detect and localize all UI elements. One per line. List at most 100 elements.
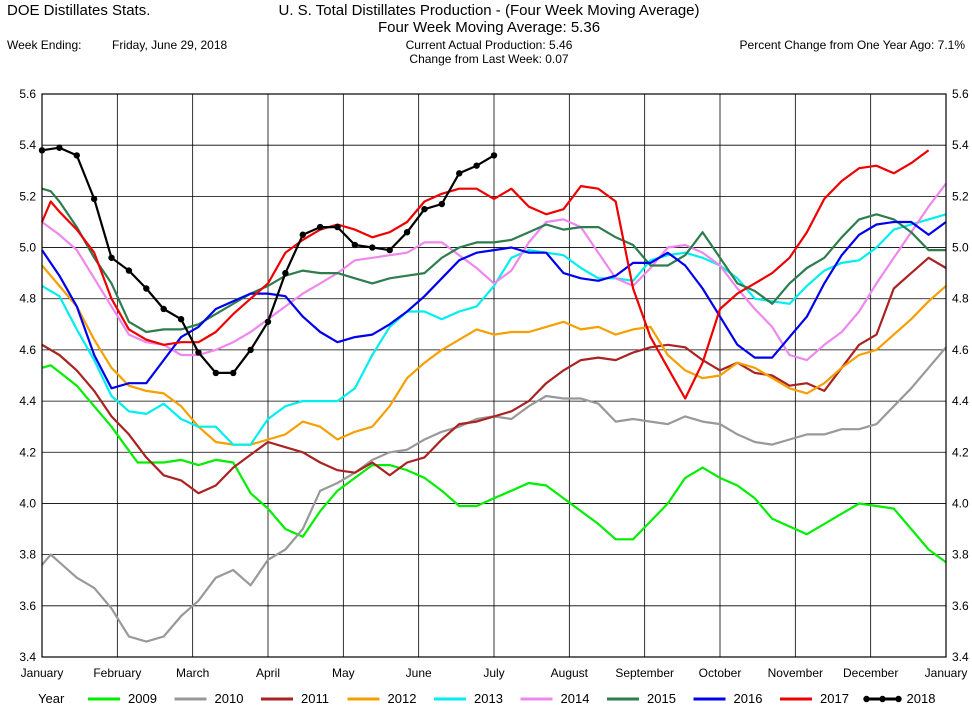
series-2016 — [41, 220, 947, 390]
data-point-2018 — [334, 223, 341, 231]
y-tick-label-left: 3.6 — [19, 599, 36, 613]
data-point-2018 — [125, 267, 133, 274]
series-2011 — [41, 256, 947, 495]
series-line-2014 — [41, 182, 947, 362]
legend-item-2009: 2009 — [88, 691, 157, 706]
y-tick-label-right: 3.6 — [952, 599, 969, 613]
change-from-last-week: Change from Last Week: 0.07 — [409, 52, 569, 66]
y-tick-label-right: 3.4 — [952, 650, 969, 664]
data-point-2018 — [212, 369, 220, 377]
data-point-2018 — [316, 223, 324, 231]
y-tick-label-left: 3.4 — [19, 650, 36, 664]
legend-item-2017: 2017 — [780, 691, 849, 706]
legend-item-2011: 2011 — [261, 691, 329, 706]
x-tick-label: September — [615, 666, 674, 680]
x-tick-label: February — [93, 666, 141, 680]
y-tick-label-right: 4.2 — [952, 445, 969, 459]
series-line-2009 — [41, 364, 947, 564]
grid — [41, 93, 947, 658]
series-line-2012 — [41, 264, 947, 446]
data-point-2018 — [56, 144, 63, 151]
legend-item-2010: 2010 — [174, 691, 243, 706]
y-tick-label-right: 5.2 — [952, 189, 969, 203]
legend-label: 2011 — [301, 691, 329, 706]
x-tick-label: June — [406, 666, 432, 680]
y-tick-label-left: 5.6 — [19, 87, 36, 101]
y-tick-label-right: 4.0 — [952, 496, 969, 510]
series-2015 — [41, 187, 946, 334]
data-point-2018 — [264, 318, 272, 325]
legend-title: Year — [38, 691, 65, 706]
week-ending-label: Week Ending: — [7, 38, 82, 52]
y-tick-label-left: 4.2 — [19, 445, 36, 459]
legend-item-2014: 2014 — [520, 691, 590, 706]
data-point-2018 — [351, 241, 359, 249]
data-point-2018 — [473, 162, 480, 169]
data-point-2018 — [490, 152, 498, 159]
y-tick-label-left: 5.2 — [19, 189, 36, 203]
y-tick-label-left: 5.0 — [19, 241, 36, 255]
legend-marker — [895, 695, 902, 703]
y-tick-label-right: 4.8 — [952, 292, 969, 306]
legend-label: 2014 — [561, 691, 590, 706]
legend-label: 2018 — [907, 691, 936, 706]
y-axis-right: 3.4 3.6 3.8 4.0 4.2 4.4 4.6 4.8 5.0 5.2 5.4 5.6 — [952, 87, 969, 664]
series-2009 — [41, 364, 947, 564]
data-point-2018 — [143, 285, 150, 292]
data-point-2018 — [403, 228, 411, 236]
x-tick-label: August — [551, 666, 589, 680]
legend-marker — [879, 695, 886, 703]
chart-subtitle: Four Week Moving Average: 5.36 — [377, 19, 601, 36]
data-point-2018 — [108, 254, 115, 261]
x-tick-label: May — [332, 666, 355, 680]
series-line-2015 — [41, 187, 946, 334]
y-axis-left: 3.4 3.6 3.8 4.0 4.2 4.4 4.6 4.8 5.0 5.2 5.4 5.6 — [19, 87, 36, 664]
legend: Year 2009 2010 2011 2012 2013 2014 2015 2016 2017… — [38, 691, 935, 706]
y-tick-label-left: 4.8 — [19, 292, 36, 306]
legend-label: 2012 — [388, 691, 417, 706]
x-tick-label: July — [483, 666, 504, 680]
series-2012 — [41, 264, 947, 446]
y-tick-label-left: 4.0 — [19, 496, 36, 510]
series-layer — [38, 144, 947, 643]
legend-item-2012: 2012 — [347, 691, 417, 706]
x-tick-label: October — [699, 666, 742, 680]
y-tick-label-left: 3.8 — [19, 548, 36, 562]
series-line-2011 — [41, 256, 947, 495]
current-production: Current Actual Production: 5.46 — [405, 38, 573, 52]
series-line-2017 — [40, 149, 930, 400]
plot-frame — [41, 93, 947, 658]
series-2018 — [38, 144, 498, 377]
data-point-2018 — [421, 205, 428, 213]
week-ending-value: Friday, June 29, 2018 — [112, 38, 228, 52]
legend-label: 2016 — [734, 691, 763, 706]
x-axis: January February March April May June July Augu… — [21, 666, 968, 680]
series-2013 — [41, 213, 947, 446]
source-label: DOE Distillates Stats. — [7, 2, 151, 19]
x-tick-label: November — [768, 666, 823, 680]
y-tick-label-left: 4.4 — [19, 394, 36, 408]
legend-label: 2015 — [647, 691, 676, 706]
data-point-2018 — [160, 305, 167, 313]
data-point-2018 — [386, 246, 393, 254]
series-line-2013 — [41, 213, 947, 446]
legend-label: 2013 — [474, 691, 503, 706]
data-point-2018 — [195, 349, 202, 356]
y-tick-label-right: 4.6 — [952, 343, 969, 357]
data-point-2018 — [177, 316, 185, 323]
legend-item-2013: 2013 — [434, 691, 503, 706]
x-tick-label: March — [176, 666, 209, 680]
series-2017 — [40, 149, 930, 400]
legend-item-2015: 2015 — [607, 691, 676, 706]
data-point-2018 — [230, 369, 237, 377]
percent-change: Percent Change from One Year Ago: 7.1% — [739, 38, 965, 52]
data-point-2018 — [369, 244, 376, 251]
data-point-2018 — [282, 269, 289, 277]
legend-item-2016: 2016 — [693, 691, 763, 706]
y-tick-label-left: 4.6 — [19, 343, 36, 357]
chart-title: U. S. Total Distillates Production - (Fo… — [278, 2, 700, 19]
data-point-2018 — [299, 231, 306, 238]
x-tick-label: January — [21, 666, 64, 680]
legend-marker — [863, 695, 870, 703]
